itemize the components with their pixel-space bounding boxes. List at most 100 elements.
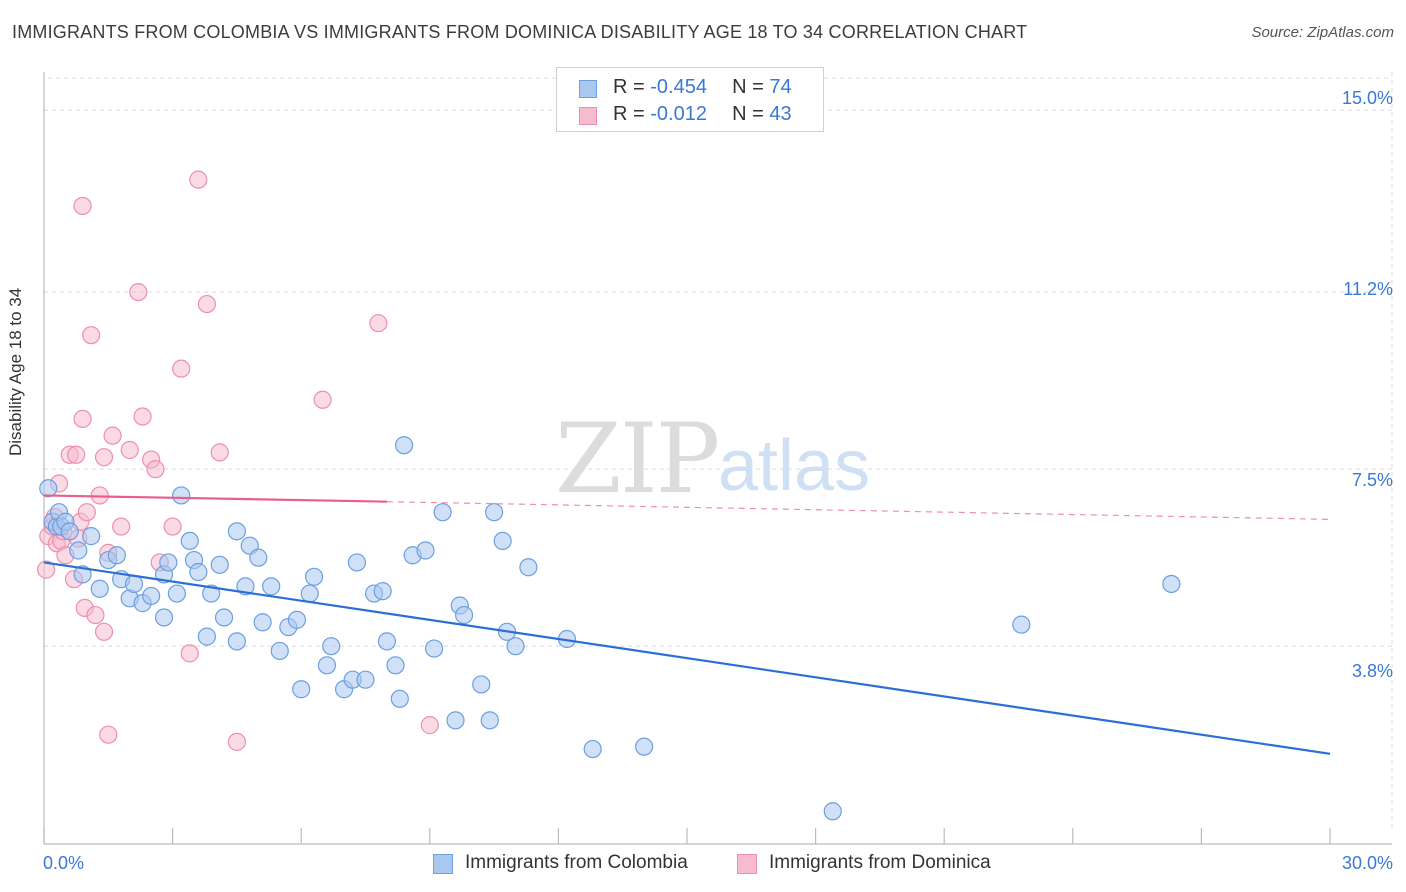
colombia-trend-line [43, 561, 1331, 755]
dominica-point-29 [133, 407, 152, 426]
colombia-point-41 [300, 584, 319, 603]
dominica-n-label: N = [732, 103, 770, 125]
source-credit: Source: ZipAtlas.com [1251, 24, 1394, 41]
colombia-n-value: 74 [769, 76, 792, 98]
colombia-point-73 [1012, 615, 1031, 634]
colombia-point-21 [167, 584, 186, 603]
dominica-trend-extension [386, 501, 1331, 520]
dominica-point-39 [227, 732, 246, 751]
colombia-point-19 [154, 608, 174, 627]
bottom-colombia-label: Immigrants from Colombia [465, 852, 688, 873]
colombia-point-6 [60, 522, 79, 541]
colombia-point-74 [1162, 574, 1181, 594]
colombia-point-20 [159, 553, 178, 572]
dominica-point-42 [420, 716, 439, 735]
grid-lines [44, 72, 1393, 828]
dominica-point-17 [77, 503, 96, 522]
colombia-point-47 [347, 553, 367, 572]
colombia-swatch [579, 80, 597, 98]
dominica-point-19 [86, 605, 105, 625]
watermark: ZIP atlas [555, 403, 870, 515]
colombia-point-56 [416, 541, 435, 560]
colombia-point-65 [493, 531, 512, 551]
dominica-point-37 [197, 294, 216, 314]
colombia-point-23 [180, 531, 199, 551]
colombia-points [39, 436, 1181, 821]
y-tick-label-7-5: 7.5% [1352, 470, 1393, 490]
colombia-point-71 [635, 737, 654, 756]
dominica-trend-line [43, 494, 387, 503]
colombia-point-17 [142, 586, 161, 606]
colombia-point-26 [197, 627, 216, 646]
y-axis-title: Disability Age 18 to 34 [6, 287, 25, 456]
x-tick-label-0: 0.0% [43, 853, 84, 873]
dominica-points [37, 170, 439, 751]
dominica-point-26 [94, 622, 114, 641]
dominica-point-28 [129, 283, 148, 302]
colombia-point-32 [236, 577, 255, 596]
y-tick-label-3-8: 3.8% [1352, 661, 1393, 681]
dominica-point-24 [112, 517, 131, 536]
colombia-point-57 [424, 639, 444, 658]
colombia-r-value: -0.454 [650, 76, 707, 98]
correlation-legend: R = -0.454 N = 74 R = -0.012 N = 43 [556, 67, 824, 132]
y-tick-label-15-0: 15.0% [1342, 88, 1393, 108]
dominica-point-35 [180, 644, 199, 663]
colombia-r-label: R = [613, 76, 651, 98]
dominica-point-23 [103, 426, 122, 445]
chart-title: IMMIGRANTS FROM COLOMBIA VS IMMIGRANTS F… [12, 22, 1028, 42]
colombia-point-29 [214, 608, 234, 627]
watermark-atlas: atlas [718, 426, 870, 506]
colombia-point-52 [386, 656, 405, 675]
watermark-zip: ZIP [555, 403, 718, 515]
axes [43, 72, 1392, 845]
colombia-point-37 [270, 641, 289, 661]
x-tick-label-30: 30.0% [1342, 853, 1393, 873]
colombia-point-15 [124, 574, 144, 594]
colombia-point-51 [377, 632, 397, 651]
colombia-point-39 [287, 610, 307, 629]
colombia-point-70 [583, 739, 602, 759]
colombia-point-10 [90, 579, 109, 598]
dominica-point-14 [73, 196, 92, 216]
y-tick-label-11-2: 11.2% [1343, 279, 1393, 299]
trend-lines [43, 494, 1331, 755]
dominica-swatch [579, 107, 597, 125]
dominica-point-40 [313, 390, 332, 409]
colombia-point-36 [262, 577, 281, 596]
colombia-point-31 [227, 632, 246, 651]
dominica-point-0 [37, 560, 56, 579]
bottom-colombia-swatch [433, 854, 453, 874]
tick-labels: 0.0% 30.0% 3.8% 7.5% 11.2% 15.0% [43, 88, 1393, 873]
colombia-point-44 [322, 637, 341, 656]
dominica-point-41 [369, 314, 388, 333]
colombia-point-43 [317, 656, 337, 675]
bottom-dominica-swatch [737, 854, 757, 874]
colombia-point-7 [69, 541, 88, 560]
colombia-point-40 [292, 680, 311, 699]
dominica-point-18 [82, 326, 101, 345]
dominica-point-38 [210, 443, 229, 462]
colombia-point-64 [485, 503, 504, 522]
dominica-point-33 [163, 517, 182, 536]
colombia-point-42 [304, 567, 324, 586]
colombia-point-62 [472, 675, 491, 694]
colombia-point-67 [506, 637, 525, 656]
dominica-point-15 [73, 409, 92, 428]
colombia-point-9 [82, 527, 101, 546]
bottom-dominica-label: Immigrants from Dominica [769, 852, 991, 873]
colombia-point-54 [394, 436, 414, 455]
dominica-point-36 [189, 170, 208, 189]
colombia-point-61 [454, 605, 474, 625]
dominica-point-11 [67, 445, 86, 464]
dominica-r-value: -0.012 [650, 103, 707, 125]
colombia-point-48 [356, 670, 375, 689]
colombia-point-12 [107, 546, 126, 565]
colombia-point-30 [227, 522, 246, 541]
dominica-point-21 [94, 448, 114, 467]
colombia-point-8 [73, 565, 92, 584]
colombia-point-50 [373, 582, 392, 601]
colombia-point-35 [253, 613, 272, 632]
dominica-point-31 [146, 460, 165, 479]
